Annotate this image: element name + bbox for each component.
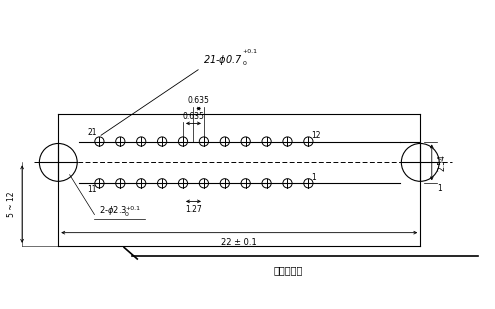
Text: 0.635: 0.635 [183, 112, 204, 121]
Text: 12: 12 [311, 131, 320, 140]
Text: 21-$\phi$0.7: 21-$\phi$0.7 [203, 53, 243, 67]
Text: 22 ± 0.1: 22 ± 0.1 [221, 239, 257, 248]
Text: 1.27: 1.27 [185, 205, 202, 214]
Text: 1: 1 [438, 184, 443, 193]
Text: 0.635: 0.635 [188, 96, 209, 105]
Text: 11: 11 [88, 185, 97, 194]
Text: 1: 1 [312, 173, 316, 183]
Text: +0.1: +0.1 [125, 206, 140, 211]
Text: 2-$\phi$2.3: 2-$\phi$2.3 [99, 204, 128, 217]
Text: 21: 21 [88, 128, 97, 137]
Text: 0: 0 [243, 61, 247, 66]
Text: 印制板边缘: 印制板边缘 [274, 265, 303, 275]
Text: +0.1: +0.1 [243, 49, 257, 54]
Text: 0: 0 [125, 212, 129, 217]
Text: 2.54: 2.54 [438, 154, 446, 171]
Text: 5 ~ 12: 5 ~ 12 [7, 191, 16, 217]
